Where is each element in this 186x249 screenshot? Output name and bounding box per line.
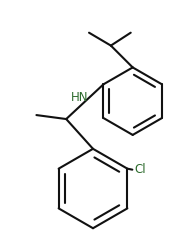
Text: Cl: Cl [134,163,146,176]
Text: HN: HN [70,91,88,104]
